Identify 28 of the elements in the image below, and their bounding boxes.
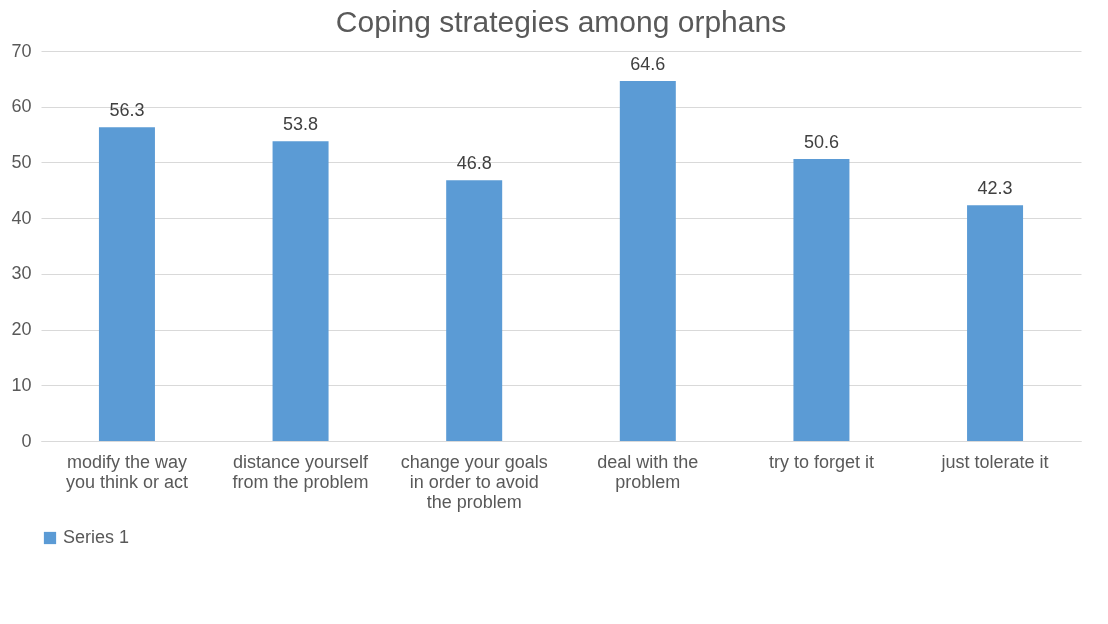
x-tick-label: modify the way you think or act bbox=[65, 451, 188, 492]
x-tick-label: deal with the problem bbox=[597, 451, 699, 492]
bar bbox=[446, 180, 503, 441]
y-tick-label: 50 bbox=[11, 151, 32, 172]
data-label: 42.3 bbox=[977, 178, 1013, 199]
y-tick-label: 10 bbox=[11, 374, 32, 395]
data-label: 56.3 bbox=[109, 100, 145, 121]
y-tick-label: 60 bbox=[11, 96, 32, 117]
y-tick-label: 70 bbox=[11, 40, 32, 61]
x-tick-label: change your goals in order to avoid the problem bbox=[400, 451, 548, 512]
y-tick-label: 40 bbox=[11, 207, 32, 228]
data-label: 50.6 bbox=[803, 132, 839, 153]
bar bbox=[967, 205, 1024, 441]
y-tick-label: 30 bbox=[11, 263, 32, 284]
bar bbox=[793, 159, 850, 441]
x-tick-label: try to forget it bbox=[768, 451, 874, 472]
bar bbox=[98, 127, 155, 441]
x-tick-label: distance yourself from the problem bbox=[232, 451, 370, 492]
data-label: 53.8 bbox=[283, 114, 319, 135]
y-tick-label: 20 bbox=[11, 319, 32, 340]
y-tick-label: 0 bbox=[21, 430, 32, 451]
x-tick-label: just tolerate it bbox=[940, 451, 1049, 472]
chart-title: Coping strategies among orphans bbox=[335, 5, 787, 38]
data-label: 46.8 bbox=[456, 153, 492, 174]
data-label: 64.6 bbox=[630, 54, 666, 75]
bar bbox=[272, 141, 329, 441]
legend-label: Series 1 bbox=[63, 527, 130, 547]
bar bbox=[619, 81, 676, 441]
